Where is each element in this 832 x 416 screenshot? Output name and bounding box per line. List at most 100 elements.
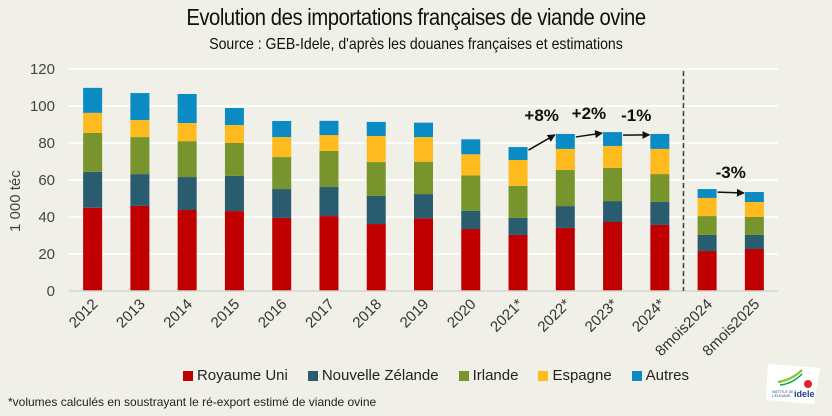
bar-segment-nouvelle-zélande: [697, 234, 717, 252]
bar-segment-irlande: [697, 216, 717, 235]
bar-segment-nouvelle-zélande: [603, 201, 623, 222]
bar-stack: [744, 192, 764, 291]
bar-segment-espagne: [555, 148, 575, 171]
bar-segment-autres: [744, 192, 764, 203]
y-tick-label: 40: [38, 209, 55, 226]
bar-segment-espagne: [414, 137, 433, 162]
x-tick-label: 2014: [160, 296, 196, 332]
legend-item: Nouvelle Zélande: [307, 367, 439, 384]
bar-segment-autres: [366, 121, 386, 136]
x-tick-label: 2013: [113, 296, 149, 332]
annotation-arrow-icon: [575, 130, 604, 139]
bar-stack: [272, 120, 292, 291]
bar-segment-autres: [461, 139, 481, 155]
bar-segment-nouvelle-zélande: [83, 171, 103, 208]
bar-segment-irlande: [177, 141, 197, 178]
y-axis-ticks: 0 20 40 60 80 100 120: [30, 61, 55, 300]
logo-line1: INSTITUT DE: [772, 390, 794, 394]
x-tick-label: 2015: [208, 296, 244, 332]
bar-segment-autres: [224, 108, 244, 126]
x-tick-label: 2024*: [629, 296, 669, 336]
bar-segment-nouvelle-zélande: [744, 234, 764, 250]
legend-swatch: [307, 370, 318, 381]
bar-segment-espagne: [744, 202, 764, 217]
bar-stack: [555, 133, 575, 291]
bar-stack: [508, 147, 528, 291]
logo-swoosh-icon: [777, 369, 803, 384]
bar-segment-autres: [650, 133, 670, 149]
bar-segment-autres: [414, 122, 433, 138]
x-tick-label: 2019: [397, 296, 433, 332]
x-tick-label: 2020: [444, 296, 480, 332]
bar-segment-autres: [272, 120, 292, 138]
annotation-label: -1%: [621, 106, 651, 125]
logo-flame-icon: [804, 380, 812, 388]
bar-segment-espagne: [650, 148, 670, 175]
bar-segment-nouvelle-zélande: [130, 174, 150, 206]
bar-segment-irlande: [272, 157, 292, 190]
x-tick-label: 2021*: [487, 296, 527, 336]
x-tick-label: 2017: [302, 296, 338, 332]
footnote: *volumes calculés en soustrayant le ré-e…: [8, 395, 377, 409]
bar-segment-royaume-uni: [414, 218, 433, 291]
bar-segment-irlande: [461, 175, 481, 211]
bar-segment-irlande: [603, 167, 623, 202]
chart-title: Evolution des importations françaises de…: [186, 4, 646, 30]
bar-segment-irlande: [744, 217, 764, 235]
bar-segment-autres: [555, 133, 575, 149]
bar-stack: [83, 87, 103, 291]
bar-segment-irlande: [130, 137, 150, 175]
legend-swatch: [458, 370, 469, 381]
bar-segment-irlande: [508, 185, 528, 218]
bar-segment-royaume-uni: [177, 209, 197, 291]
legend-label: Nouvelle Zélande: [321, 367, 439, 384]
legend-item: Espagne: [538, 367, 612, 384]
annotation-label: +8%: [524, 106, 559, 125]
bar-segment-royaume-uni: [319, 216, 339, 291]
bar-segment-espagne: [366, 135, 386, 163]
bar-segment-royaume-uni: [366, 224, 386, 291]
y-tick-label: 80: [38, 135, 55, 152]
bar-segment-espagne: [224, 125, 244, 143]
annotation-label: +2%: [572, 104, 607, 123]
y-tick-label: 100: [30, 98, 55, 115]
legend: Royaume Uni Nouvelle Zélande Irlande Espagn…: [0, 367, 832, 384]
bar-segment-royaume-uni: [130, 205, 150, 291]
logo-shape: [766, 364, 820, 404]
bar-segment-irlande: [319, 150, 339, 188]
bar-segment-royaume-uni: [603, 221, 623, 291]
x-tick-label: 2022*: [534, 296, 574, 336]
bar-stack: [697, 189, 717, 291]
logo-brand: idele: [794, 389, 815, 399]
bar-segment-royaume-uni: [697, 251, 717, 291]
x-axis-ticks: 2012 2013 2014 2015 2016 2017 2018 2019 2020 2021…: [66, 296, 763, 360]
bar-segment-nouvelle-zélande: [414, 194, 433, 219]
bar-segment-royaume-uni: [650, 224, 670, 291]
bar-segment-irlande: [555, 170, 575, 207]
idele-logo: INSTITUT DE L'ÉLEVAGE idele: [766, 364, 820, 404]
bar-segment-autres: [83, 87, 103, 113]
bar-stack: [414, 122, 433, 291]
bar-segment-nouvelle-zélande: [555, 206, 575, 228]
annotation-arrow-icon: [717, 188, 745, 197]
y-tick-label: 20: [38, 246, 55, 263]
bar-segment-autres: [319, 120, 339, 136]
bar-stack: [650, 133, 670, 291]
bar-segment-espagne: [130, 120, 150, 138]
legend-swatch: [182, 370, 193, 381]
bar-segment-nouvelle-zélande: [177, 177, 197, 210]
x-tick-label: 2012: [66, 296, 102, 332]
bar-segment-nouvelle-zélande: [650, 202, 670, 225]
bar-segment-irlande: [224, 143, 244, 176]
bar-segment-espagne: [319, 135, 339, 151]
bar-segment-autres: [130, 93, 150, 121]
legend-swatch: [538, 370, 549, 381]
bar-segment-nouvelle-zélande: [461, 210, 481, 230]
y-tick-label: 0: [47, 283, 55, 300]
bar-segment-royaume-uni: [555, 227, 575, 291]
legend-swatch: [631, 370, 642, 381]
bar-segment-royaume-uni: [224, 211, 244, 291]
bar-segment-espagne: [697, 197, 717, 217]
bar-segment-irlande: [366, 162, 386, 196]
